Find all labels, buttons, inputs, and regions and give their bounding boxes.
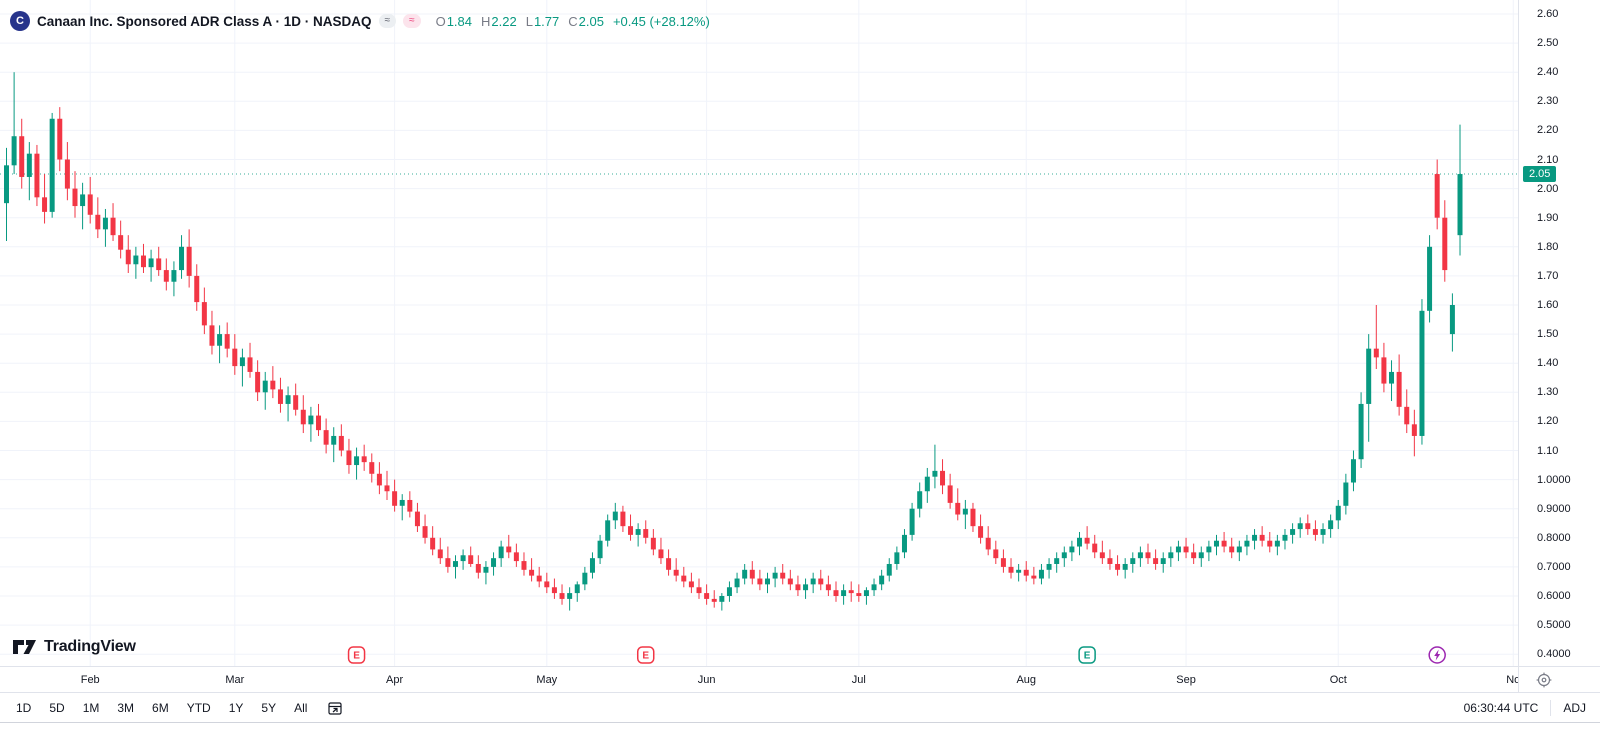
price-tick-label: 0.5000 [1537, 619, 1571, 632]
range-switcher: 1D 5D 1M 3M 6M YTD 1Y 5Y All [0, 697, 344, 719]
price-tick-label: 1.70 [1537, 269, 1559, 282]
time-axis-month-label: Sep [1176, 674, 1196, 686]
price-tick-label: 1.40 [1537, 357, 1559, 370]
chart-canvas[interactable]: E E E C Canaan Inc. Sponsored ADR Class A … [0, 0, 1518, 666]
footer-toolbar: 1D 5D 1M 3M 6M YTD 1Y 5Y All 06:30:44 UT… [0, 692, 1600, 723]
time-axis-month-label: Mar [225, 674, 245, 686]
price-tick-label: 0.9000 [1537, 502, 1571, 515]
legend-badge-pink[interactable]: ≈ [403, 14, 421, 28]
price-tick-label: 1.60 [1537, 299, 1559, 311]
ohlc-open-label: O [435, 13, 446, 29]
ohlc-change-value: +0.45 (+28.12%) [612, 13, 710, 29]
price-tick-label: 1.0000 [1537, 473, 1571, 486]
symbol-logo: C [10, 11, 30, 31]
grid [0, 0, 1518, 666]
footer-right: 06:30:44 UTC ADJ [1463, 699, 1600, 716]
time-axis[interactable]: Feb Mar Apr May Jun Jul Aug Sep Oct No [0, 666, 1518, 692]
ohlc-close-label: C [568, 13, 578, 29]
time-axis-month-label: Apr [386, 674, 404, 686]
price-tick-label: 0.4000 [1537, 648, 1571, 661]
tradingview-brand-text: TradingView [44, 638, 136, 655]
ohlc-high-value: 2.22 [491, 13, 517, 29]
earnings-marker[interactable]: E [1078, 646, 1096, 664]
event-marker[interactable] [1428, 646, 1446, 664]
price-tick-label: 1.80 [1537, 240, 1559, 253]
legend-badge-muted[interactable]: ≈ [378, 14, 397, 28]
svg-text:E: E [1084, 651, 1091, 662]
axis-corner [1518, 666, 1600, 692]
price-tick-label: 0.7000 [1537, 560, 1571, 573]
range-button-5d[interactable]: 5D [41, 697, 72, 719]
time-axis-month-label: Feb [80, 674, 100, 686]
price-tick-label: 2.30 [1537, 95, 1559, 108]
footer-divider [1550, 699, 1552, 716]
price-tick-label: 1.30 [1537, 386, 1559, 399]
price-tick-label: 2.00 [1537, 182, 1559, 195]
ohlc-low-label: L [525, 13, 533, 29]
utc-clock[interactable]: 06:30:44 UTC [1463, 700, 1539, 715]
candlestick-series [4, 72, 1463, 611]
price-tick-label: 1.20 [1537, 415, 1559, 428]
range-button-1m[interactable]: 1M [75, 697, 108, 719]
price-tick-label: 2.10 [1537, 153, 1559, 166]
svg-text:E: E [642, 651, 649, 662]
price-tick-label: 1.90 [1537, 211, 1559, 224]
price-tick-label: 1.10 [1537, 444, 1559, 457]
price-tick-label: 2.60 [1537, 8, 1559, 20]
range-button-6m[interactable]: 6M [144, 697, 177, 719]
earnings-marker[interactable]: E [636, 646, 655, 664]
last-price-badge: 2.05 [1523, 166, 1557, 183]
ohlc-high-label: H [481, 13, 491, 29]
price-tick-label: 2.50 [1537, 37, 1559, 50]
price-tick-label: 2.40 [1537, 66, 1559, 79]
time-axis-month-label: Jul [851, 674, 866, 686]
time-axis-month-label: Aug [1016, 674, 1037, 686]
svg-text:E: E [353, 651, 360, 662]
ohlc-low-value: 1.77 [533, 13, 560, 29]
go-to-date-icon[interactable] [327, 700, 344, 716]
price-tick-label: 0.8000 [1537, 531, 1571, 544]
adjust-data-button[interactable]: ADJ [1563, 700, 1586, 715]
time-axis-month-label: No [1506, 674, 1518, 686]
range-button-5y[interactable]: 5Y [253, 697, 284, 719]
symbol-title[interactable]: Canaan Inc. Sponsored ADR Class A · 1D ·… [37, 13, 372, 29]
price-tick-label: 1.50 [1537, 328, 1559, 341]
ohlc-readout: O 1.84 H 2.22 L 1.77 C 2.05 +0.45 (+28.12%) [436, 14, 710, 29]
range-button-1y[interactable]: 1Y [221, 697, 252, 719]
earnings-marker[interactable]: E [347, 646, 366, 664]
price-tick-label: 2.20 [1537, 124, 1559, 137]
range-button-1d[interactable]: 1D [8, 697, 39, 719]
time-axis-month-label: Oct [1329, 674, 1347, 686]
range-button-all[interactable]: All [286, 697, 315, 719]
time-axis-month-label: May [536, 674, 558, 686]
tradingview-logo[interactable]: TradingView [12, 636, 136, 658]
symbol-legend: C Canaan Inc. Sponsored ADR Class A · 1D… [10, 11, 710, 31]
tradingview-logo-icon [13, 640, 36, 654]
ohlc-close-value: 2.05 [578, 13, 604, 29]
price-axis[interactable]: 2.05 2.60 2.50 2.40 2.30 2.20 2.10 2.00 1.90 1.8… [1518, 0, 1600, 666]
time-axis-month-label: Jun [697, 674, 716, 686]
price-tick-label: 0.6000 [1537, 590, 1571, 602]
ohlc-open-value: 1.84 [446, 13, 472, 29]
range-button-3m[interactable]: 3M [109, 697, 142, 719]
range-button-ytd[interactable]: YTD [179, 697, 219, 719]
axis-settings-icon[interactable] [1536, 672, 1552, 688]
